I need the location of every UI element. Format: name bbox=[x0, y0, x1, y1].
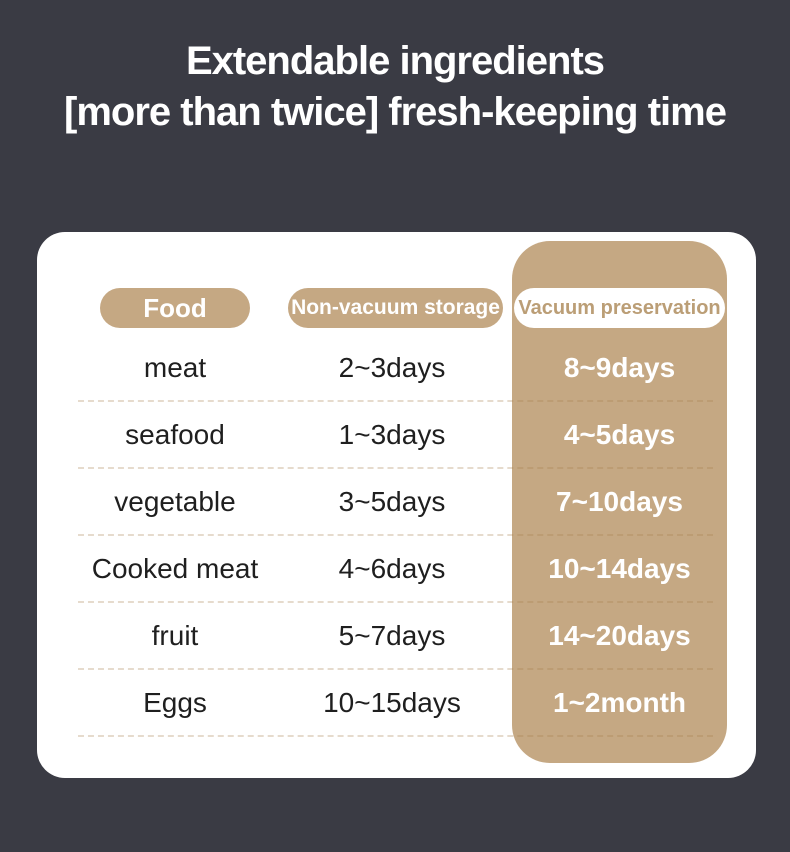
cell-non-vacuum-value: 3~5days bbox=[338, 485, 446, 517]
vacuum-column-highlight bbox=[512, 241, 727, 763]
table-row: Cooked meat 4~6days 10~14days bbox=[37, 535, 756, 603]
cell-food-name: vegetable bbox=[114, 485, 236, 517]
column-header-non-vacuum: Non-vacuum storage bbox=[288, 288, 503, 328]
table-row: meat 2~3days 8~9days bbox=[37, 334, 756, 402]
column-header-non-vacuum-label: Non-vacuum storage bbox=[291, 296, 500, 319]
cell-vacuum-value: 14~20days bbox=[548, 619, 691, 651]
table-row: seafood 1~3days 4~5days bbox=[37, 401, 756, 469]
page-title: Extendable ingredients [more than twice]… bbox=[0, 36, 790, 138]
cell-food-name: fruit bbox=[151, 619, 199, 651]
cell-vacuum-value: 4~5days bbox=[563, 418, 676, 450]
column-header-vacuum: Vacuum preservation bbox=[514, 288, 725, 328]
cell-non-vacuum-value: 1~3days bbox=[338, 418, 446, 450]
cell-non-vacuum-value: 5~7days bbox=[338, 619, 446, 651]
cell-vacuum-value: 10~14days bbox=[548, 552, 691, 584]
column-header-food-label: Food bbox=[143, 292, 207, 323]
cell-food-name: Eggs bbox=[143, 686, 207, 718]
table-row: vegetable 3~5days 7~10days bbox=[37, 468, 756, 536]
cell-vacuum-value: 8~9days bbox=[563, 351, 676, 383]
cell-vacuum-value: 1~2month bbox=[552, 686, 687, 718]
page-title-line2: [more than twice] fresh-keeping time bbox=[64, 90, 727, 134]
cell-non-vacuum-value: 2~3days bbox=[338, 351, 446, 383]
cell-food-name: seafood bbox=[125, 418, 225, 450]
cell-non-vacuum-value: 10~15days bbox=[323, 686, 461, 718]
table-row: fruit 5~7days 14~20days bbox=[37, 602, 756, 670]
table-header: Food Non-vacuum storage Vacuum preservat… bbox=[37, 288, 756, 328]
cell-non-vacuum-value: 4~6days bbox=[338, 552, 446, 584]
table-body: meat 2~3days 8~9days seafood 1~3days 4~5days v… bbox=[37, 334, 756, 737]
cell-vacuum-value: 7~10days bbox=[556, 485, 683, 517]
comparison-table-card: Food Non-vacuum storage Vacuum preservat… bbox=[37, 232, 756, 778]
cell-food-name: meat bbox=[143, 351, 207, 383]
column-header-vacuum-label: Vacuum preservation bbox=[518, 296, 721, 319]
page-title-line1: Extendable ingredients bbox=[185, 39, 605, 83]
column-header-food: Food bbox=[100, 288, 250, 328]
table-row: Eggs 10~15days 1~2month bbox=[37, 669, 756, 737]
cell-food-name: Cooked meat bbox=[91, 552, 259, 584]
